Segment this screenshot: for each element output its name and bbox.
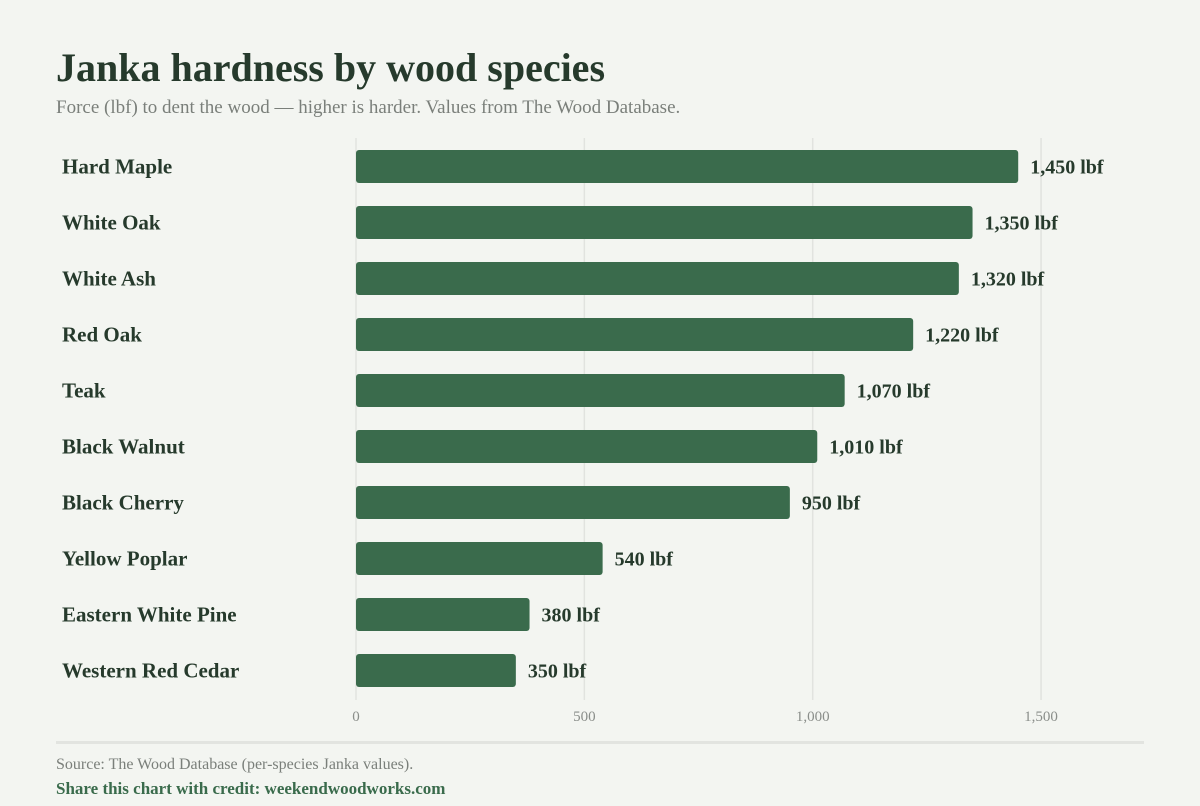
value-label: 1,350 lbf — [985, 213, 1059, 235]
x-tick-label: 500 — [573, 709, 596, 725]
category-label: Western Red Cedar — [62, 659, 239, 683]
category-labels: Hard Maple White Oak White Ash Red Oak Teak B… — [62, 155, 239, 683]
category-label: Black Walnut — [62, 435, 185, 459]
x-axis-ticks: 0 500 1,000 1,500 — [352, 709, 1058, 725]
value-label: 1,070 lbf — [857, 381, 931, 403]
category-label: White Oak — [62, 211, 161, 235]
category-label: Teak — [62, 379, 106, 403]
chart-subtitle: Force (lbf) to dent the wood — higher is… — [56, 97, 681, 118]
x-tick-label: 1,000 — [796, 709, 830, 725]
value-label: 350 lbf — [528, 661, 587, 683]
x-tick-label: 0 — [352, 709, 360, 725]
value-labels: 1,450 lbf 1,350 lbf 1,320 lbf 1,220 lbf 1,07… — [528, 157, 1104, 683]
bar — [356, 318, 914, 351]
bar — [356, 430, 818, 463]
value-label: 1,010 lbf — [829, 437, 903, 459]
category-label: Black Cherry — [62, 491, 184, 515]
credit-link[interactable]: Share this chart with credit: weekendwoo… — [56, 779, 446, 798]
value-label: 1,220 lbf — [925, 325, 999, 347]
value-label: 540 lbf — [615, 549, 674, 571]
bars — [356, 150, 1019, 687]
bar — [356, 598, 530, 631]
bar — [356, 486, 790, 519]
source-note: Source: The Wood Database (per-species J… — [56, 756, 414, 773]
bar — [356, 262, 959, 295]
category-label: Red Oak — [62, 323, 142, 347]
footer-divider — [56, 741, 1144, 744]
category-label: Yellow Poplar — [62, 547, 187, 571]
bar-chart: Hard Maple White Oak White Ash Red Oak Teak B… — [62, 138, 1104, 725]
bar — [356, 542, 603, 575]
category-label: Eastern White Pine — [62, 603, 237, 627]
chart-title: Janka hardness by wood species — [56, 45, 606, 90]
x-tick-label: 1,500 — [1024, 709, 1058, 725]
bar — [356, 654, 516, 687]
value-label: 1,450 lbf — [1030, 157, 1104, 179]
bar — [356, 374, 845, 407]
value-label: 950 lbf — [802, 493, 861, 515]
value-label: 1,320 lbf — [971, 269, 1045, 291]
value-label: 380 lbf — [542, 605, 601, 627]
bar — [356, 206, 973, 239]
bar — [356, 150, 1019, 183]
category-label: Hard Maple — [62, 155, 172, 179]
category-label: White Ash — [62, 267, 156, 291]
